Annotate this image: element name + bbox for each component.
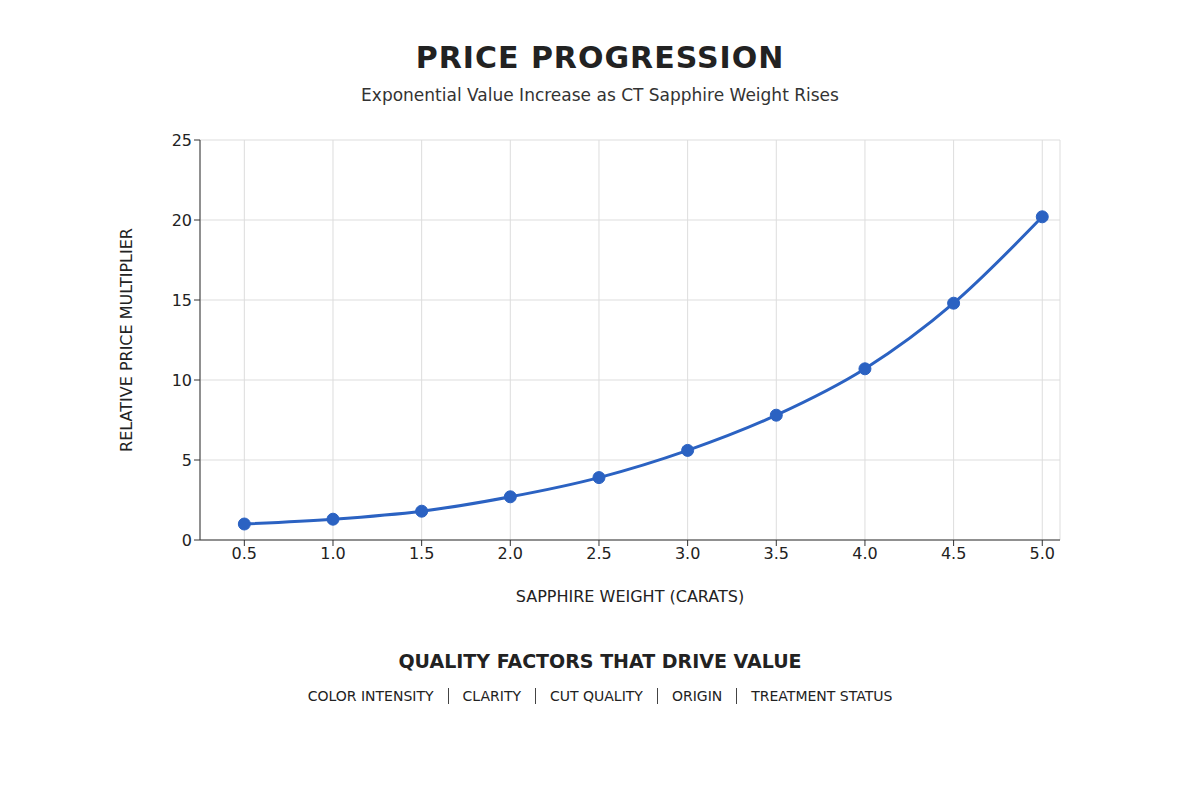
svg-text:0.5: 0.5 [232, 544, 257, 563]
svg-text:2.5: 2.5 [586, 544, 611, 563]
svg-text:5.0: 5.0 [1030, 544, 1055, 563]
svg-text:0: 0 [182, 531, 192, 550]
svg-text:RELATIVE PRICE MULTIPLIER: RELATIVE PRICE MULTIPLIER [117, 228, 136, 452]
svg-text:20: 20 [172, 211, 192, 230]
html-text:COLOR INTENSITY: COLOR INTENSITY [307, 688, 434, 704]
html-text:ORIGIN: ORIGIN [671, 688, 723, 704]
svg-text:10: 10 [172, 371, 192, 390]
html-text:QUALITY FACTORS THAT DRIVE VAL: QUALITY FACTORS THAT DRIVE VALUE [398, 650, 802, 672]
html-text:TREATMENT STATUS: TREATMENT STATUS [751, 688, 893, 704]
svg-text:4.0: 4.0 [852, 544, 877, 563]
svg-text:15: 15 [172, 291, 192, 310]
svg-text:3.0: 3.0 [675, 544, 700, 563]
svg-text:4.5: 4.5 [941, 544, 966, 563]
html-text:CUT QUALITY: CUT QUALITY [550, 688, 643, 704]
svg-text:1.0: 1.0 [320, 544, 345, 563]
html-text:CLARITY: CLARITY [462, 688, 521, 704]
html-text:Exponential Value Increase as: Exponential Value Increase as CT Sapphir… [361, 85, 839, 105]
svg-text:5: 5 [182, 451, 192, 470]
svg-text:1.5: 1.5 [409, 544, 434, 563]
html-text:PRICE PROGRESSION: PRICE PROGRESSION [415, 40, 785, 75]
svg-text:3.5: 3.5 [764, 544, 789, 563]
svg-text:25: 25 [172, 131, 192, 150]
svg-text:2.0: 2.0 [498, 544, 523, 563]
svg-text:SAPPHIRE WEIGHT (CARATS): SAPPHIRE WEIGHT (CARATS) [516, 587, 744, 606]
